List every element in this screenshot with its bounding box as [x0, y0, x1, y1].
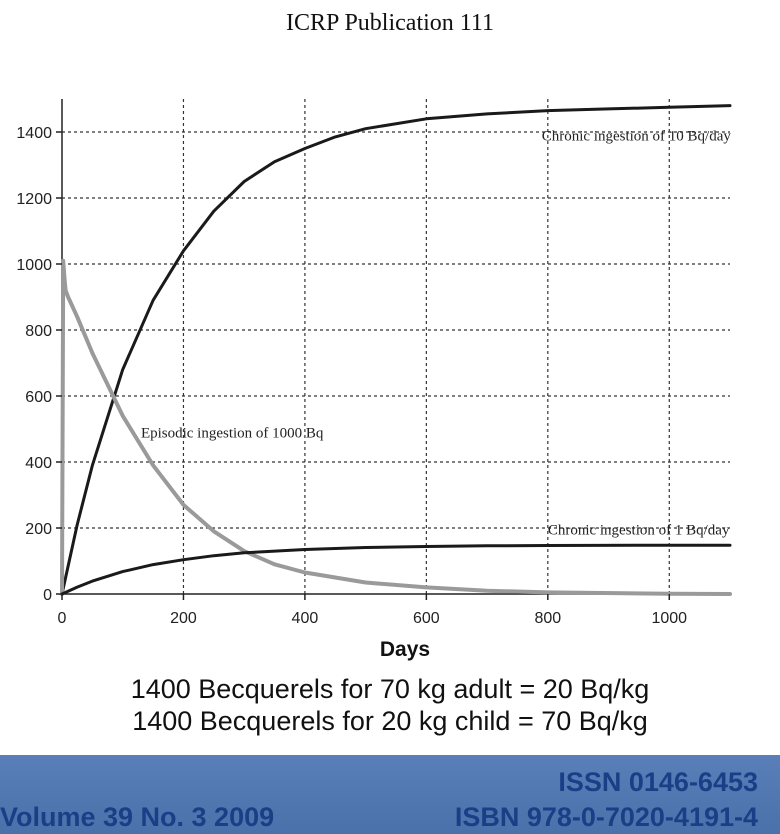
chart-series	[60, 104, 732, 596]
x-tick-label-400: 400	[292, 610, 319, 627]
issn-text: ISSN 0146-6453	[558, 767, 758, 797]
chart-grid	[62, 99, 730, 594]
series-annotation-2: Episodic ingestion of 1000 Bq	[141, 425, 324, 441]
x-axis-label: Days	[380, 638, 430, 661]
decay-chart: 0 200 400 600 800 1000 1200 1400 0 200 400 600 800 10…	[16, 99, 732, 661]
series-line-1	[60, 104, 732, 596]
y-tick-label-0: 0	[43, 587, 52, 604]
publication-title: ICRP Publication 111	[285, 10, 494, 36]
series-line-3	[60, 543, 732, 596]
y-tick-label-600: 600	[25, 389, 52, 406]
summary-line-adult: 1400 Becquerels for 70 kg adult = 20 Bq/…	[130, 674, 650, 704]
y-tick-label-1200: 1200	[16, 191, 52, 208]
volume-text: Volume 39 No. 3 2009	[0, 802, 275, 832]
series-line-2	[60, 258, 732, 596]
chart-annotations: Chronic ingestion of 10 Bq/day Episodic i…	[141, 128, 731, 538]
x-tick-label-0: 0	[58, 610, 67, 627]
y-tick-label-800: 800	[25, 323, 52, 340]
y-tick-label-200: 200	[25, 521, 52, 538]
chart-axes	[61, 99, 730, 595]
y-tick-label-1000: 1000	[16, 257, 52, 274]
series-annotation-1: Chronic ingestion of 10 Bq/day	[542, 128, 732, 144]
isbn-text: ISBN 978-0-7020-4191-4	[454, 802, 758, 832]
chart-ticks: 0 200 400 600 800 1000 1200 1400 0 200 400 600 800 10…	[16, 125, 687, 627]
summary-line-child: 1400 Becquerels for 20 kg child = 70 Bq/…	[132, 706, 648, 736]
x-tick-label-200: 200	[170, 610, 197, 627]
series-annotation-3: Chronic ingestion of 1 Bq/day	[548, 523, 730, 539]
y-tick-label-1400: 1400	[16, 125, 52, 142]
x-tick-label-800: 800	[534, 610, 561, 627]
x-tick-label-1000: 1000	[651, 610, 687, 627]
x-tick-label-600: 600	[413, 610, 440, 627]
y-tick-label-400: 400	[25, 455, 52, 472]
journal-footer-band: ISSN 0146-6453 Volume 39 No. 3 2009 ISBN…	[0, 755, 780, 834]
